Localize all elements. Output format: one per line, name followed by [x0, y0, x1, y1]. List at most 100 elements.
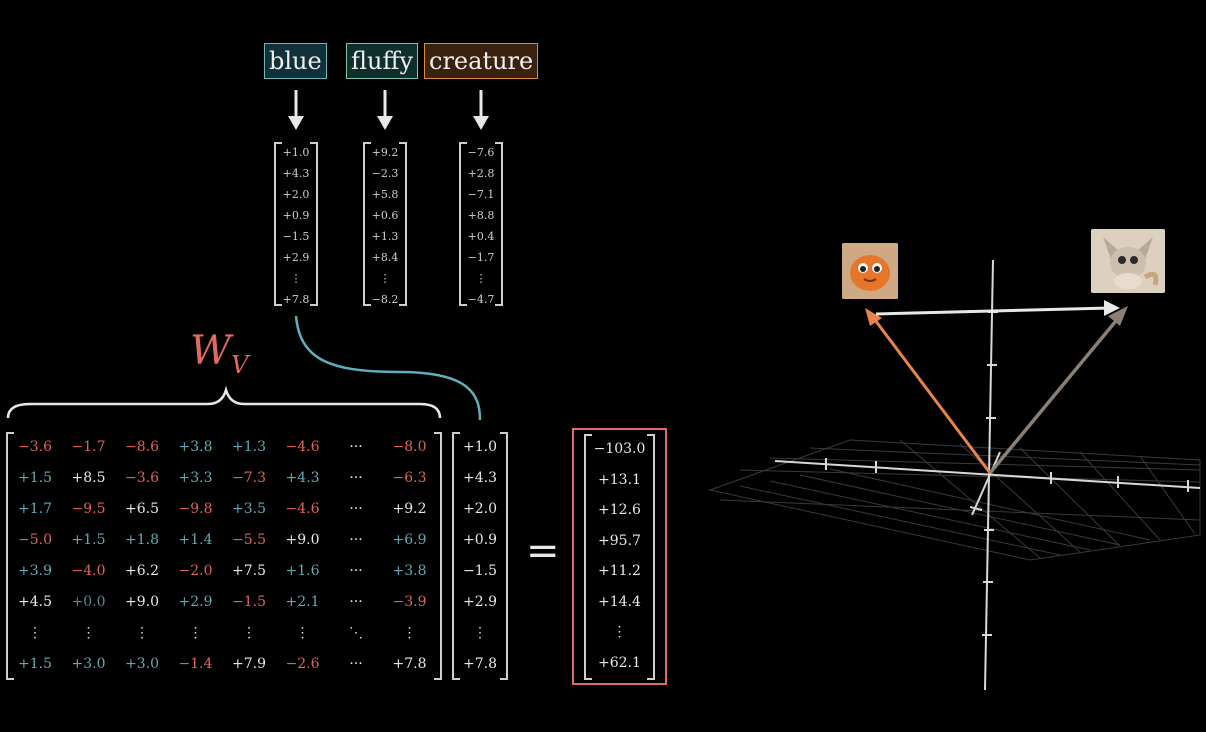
matrix-cell: +1.5 [18, 470, 52, 486]
input-vector-cell: +2.9 [463, 594, 497, 610]
output-vector-cell: +13.1 [598, 471, 641, 488]
matrix-cell: −3.9 [392, 594, 427, 610]
matrix-cell: −7.3 [232, 470, 266, 486]
matrix-cell: −4.6 [285, 501, 320, 517]
matrix-brace [6, 385, 442, 419]
down-arrow-icon [288, 90, 304, 130]
matrix-cell: ⋮ [242, 625, 256, 641]
matrix-cell: +3.3 [178, 470, 213, 486]
matrix-cell: −5.0 [18, 532, 52, 548]
matrix-cell: ··· [349, 594, 363, 610]
token-vector-fluffy: +9.2 −2.3 +5.8 +0.6 +1.3 +8.4 ⋮ −8.2 [363, 142, 407, 306]
output-vector-cell: +11.2 [598, 563, 641, 579]
matrix-cell: −4.0 [71, 563, 106, 579]
gray-vector [988, 314, 1122, 475]
vector-space-plot [708, 259, 1201, 691]
token-blue: blue [264, 43, 327, 79]
matrix-cell: +9.2 [392, 501, 427, 517]
token-fluffy: fluffy [346, 43, 419, 79]
matrix-cell: ⋮ [402, 625, 417, 641]
matrix-cell: ⋮ [295, 625, 310, 641]
matrix-cell: −1.4 [178, 656, 213, 672]
matrix-grid: −3.6 −1.7 −8.6 +3.8 +1.3 −4.6 ··· −8.0 +1.5 +8.5 −… [8, 432, 440, 680]
fluffy-creature-icon [1091, 229, 1165, 293]
floor-grid [708, 439, 1201, 561]
wv-label: WV [190, 328, 249, 379]
token-vector-blue: +1.0 +4.3 +2.0 +0.9 −1.5 +2.9 ⋮ +7.8 [274, 142, 318, 306]
matrix-cell: +6.5 [125, 501, 159, 517]
matrix-cell: +4.3 [285, 470, 320, 486]
matrix-cell: +6.2 [125, 563, 159, 579]
matrix-cell: −3.6 [18, 439, 52, 455]
fluffy-creature-image [1091, 229, 1165, 293]
matrix-cell: +1.7 [18, 501, 52, 517]
matrix-cell: ··· [349, 563, 363, 579]
axes [774, 259, 1201, 691]
input-vector-cell: +7.8 [463, 656, 497, 672]
matrix-cell: +7.5 [232, 563, 266, 579]
matrix-cell: +3.0 [71, 656, 106, 672]
orange-vector-head [865, 308, 882, 326]
matrix-cell: −4.6 [285, 439, 320, 455]
token-vector-creature: −7.6 +2.8 −7.1 +8.8 +0.4 −1.7 ⋮ −4.7 [459, 142, 503, 306]
output-vector-cell: +62.1 [598, 654, 641, 671]
matrix-cell: +1.8 [125, 532, 159, 548]
equals-sign: = [526, 528, 560, 574]
matrix-cell: ⋮ [28, 625, 42, 641]
matrix-cell: +1.6 [285, 563, 320, 579]
matrix-cell: ⋮ [81, 625, 96, 641]
input-vector-cell: +2.0 [463, 501, 497, 517]
matrix-cell: +3.5 [232, 501, 266, 517]
matrix-cell: ··· [349, 656, 363, 672]
matrix-cell: −6.3 [392, 470, 427, 486]
gray-vector-head [1108, 306, 1128, 326]
output-vector-cell: ⋮ [612, 624, 627, 640]
matrix-cell: −8.6 [125, 439, 159, 455]
matrix-cell: +1.5 [71, 532, 106, 548]
input-vector-cell: +0.9 [463, 532, 497, 548]
matrix-cell: +0.0 [71, 594, 106, 610]
matrix-cell: +8.5 [71, 470, 106, 486]
matrix-cell: −8.0 [392, 439, 427, 455]
matrix-cell: −1.5 [232, 594, 266, 610]
input-vector-cell: +4.3 [463, 470, 497, 486]
matrix-cell: +3.8 [178, 439, 213, 455]
orange-creature-icon [842, 243, 898, 299]
orange-creature-image [842, 243, 898, 299]
matrix-cell: +3.0 [125, 656, 159, 672]
output-vector-cell: +12.6 [598, 502, 641, 518]
matrix-cell: −2.6 [285, 656, 320, 672]
matrix-cell: ⋮ [188, 625, 203, 641]
matrix-cell: +9.0 [285, 532, 320, 548]
output-vector-cell: −103.0 [593, 441, 646, 457]
input-vector-cell: −1.5 [463, 563, 497, 579]
matrix-cell: +6.9 [392, 532, 427, 548]
input-vector-cell: +1.0 [463, 439, 497, 455]
matrix-cell: −5.5 [232, 532, 266, 548]
matrix-cell: ⋮ [135, 625, 149, 641]
matrix-cell: +3.8 [392, 563, 427, 579]
orange-vector [870, 315, 992, 474]
output-vector-cell: +14.4 [598, 593, 641, 610]
output-vector-cell: +95.7 [598, 532, 641, 549]
output-vector: −103.0 +13.1 +12.6 +95.7 +11.2 +14.4 ⋮ +62.1 [584, 434, 655, 680]
down-arrow-icon [377, 90, 393, 130]
matrix-cell: −9.5 [71, 501, 106, 517]
difference-vector-head [1104, 300, 1120, 316]
vector-connector-curve [294, 315, 482, 421]
matrix-cell: +1.3 [232, 439, 266, 455]
matrix-cell: ··· [349, 439, 363, 455]
matrix-cell: +1.4 [178, 532, 213, 548]
value-matrix: −3.6 −1.7 −8.6 +3.8 +1.3 −4.6 ··· −8.0 +1.5 +8.5 −… [6, 432, 442, 680]
input-vector-cell: ⋮ [473, 625, 487, 641]
matrix-cell: +7.9 [232, 656, 266, 672]
down-arrow-icon [473, 90, 489, 130]
matrix-cell: −2.0 [178, 563, 213, 579]
matrix-cell: −1.7 [71, 439, 106, 455]
matrix-cell: +2.1 [285, 594, 320, 610]
input-vector: +1.0 +4.3 +2.0 +0.9 −1.5 +2.9 ⋮ +7.8 [452, 432, 508, 680]
matrix-cell: ··· [349, 501, 363, 517]
matrix-cell: −9.8 [178, 501, 213, 517]
matrix-cell: +2.9 [178, 594, 213, 610]
